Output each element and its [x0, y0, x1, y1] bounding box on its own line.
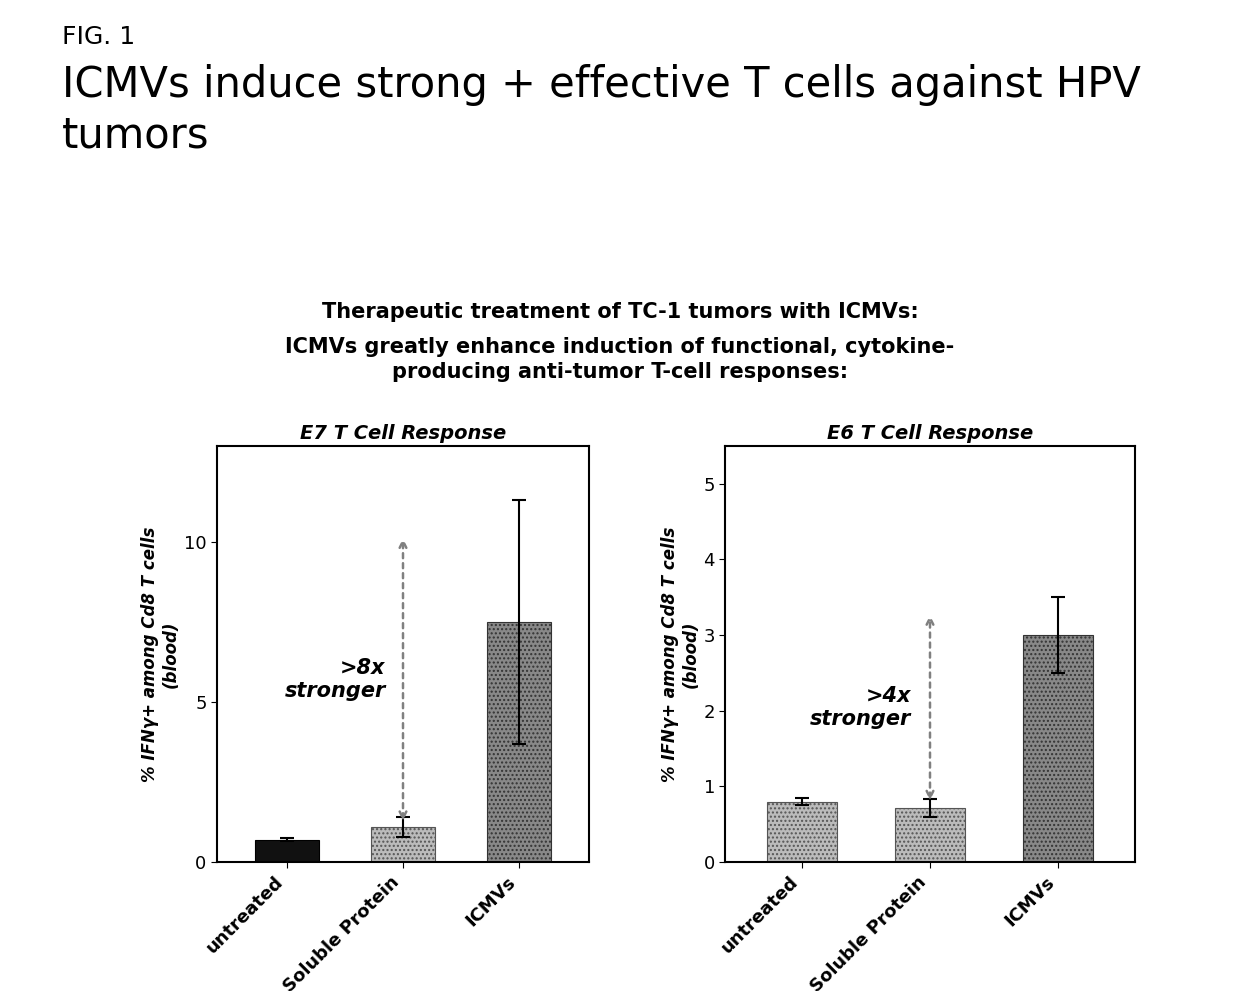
- Text: >8x
stronger: >8x stronger: [284, 658, 386, 702]
- Text: ICMVs greatly enhance induction of functional, cytokine-
producing anti-tumor T-: ICMVs greatly enhance induction of funct…: [285, 337, 955, 382]
- Bar: [254, 839, 319, 862]
- Title: E6 T Cell Response: E6 T Cell Response: [827, 424, 1033, 443]
- Title: E7 T Cell Response: E7 T Cell Response: [300, 424, 506, 443]
- Bar: [487, 622, 552, 862]
- Bar: [371, 826, 435, 862]
- Bar: [1023, 635, 1092, 862]
- Text: FIG. 1: FIG. 1: [62, 25, 135, 49]
- Bar: [895, 808, 965, 862]
- Bar: [768, 802, 837, 862]
- Text: Therapeutic treatment of TC-1 tumors with ICMVs:: Therapeutic treatment of TC-1 tumors wit…: [321, 302, 919, 322]
- Text: ICMVs induce strong + effective T cells against HPV
tumors: ICMVs induce strong + effective T cells …: [62, 64, 1141, 157]
- Text: >4x
stronger: >4x stronger: [810, 686, 911, 729]
- Y-axis label: % IFNγ+ among Cd8 T cells
(blood): % IFNγ+ among Cd8 T cells (blood): [661, 526, 699, 782]
- Y-axis label: % IFNγ+ among Cd8 T cells
(blood): % IFNγ+ among Cd8 T cells (blood): [141, 526, 180, 782]
